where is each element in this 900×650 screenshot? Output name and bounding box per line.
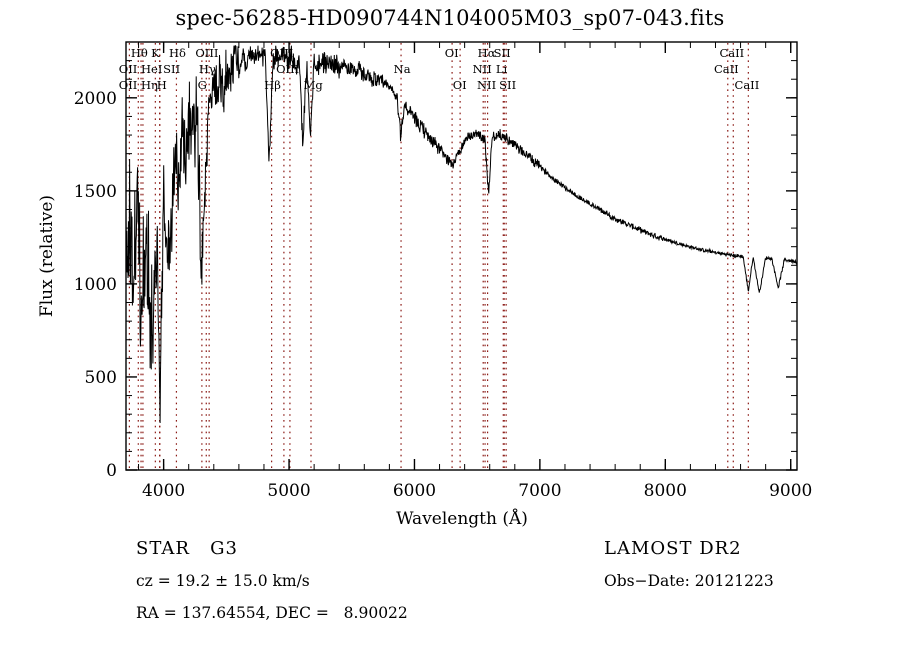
x-tick-label: 8000 xyxy=(644,481,687,501)
x-axis-label: Wavelength (Å) xyxy=(396,508,528,529)
x-tick-label: 5000 xyxy=(267,481,310,501)
x-tick-label: 9000 xyxy=(769,481,812,501)
observation-date: Obs−Date: 20121223 xyxy=(604,572,774,590)
spectrum-trace xyxy=(125,45,798,424)
spectral-line-label: OII xyxy=(119,62,138,76)
spectral-line-label: OIII xyxy=(276,62,299,76)
spectral-line-label: OI xyxy=(453,78,467,92)
y-tick-label: 2000 xyxy=(74,89,117,109)
x-tick-label: 7000 xyxy=(518,481,561,501)
spectral-line-label: SII xyxy=(163,62,180,76)
spectral-line-label: Hδ xyxy=(169,46,186,60)
spectral-line-label: Hβ xyxy=(264,78,281,92)
spectral-line-label: OIII xyxy=(195,46,218,60)
y-tick-label: 0 xyxy=(106,461,117,481)
spectral-line-label: CaII xyxy=(714,62,739,76)
survey-name: LAMOST DR2 xyxy=(604,538,742,559)
spectrum-trace-group xyxy=(125,45,798,424)
spectral-line-label: OII xyxy=(119,78,138,92)
y-tick-label: 1000 xyxy=(74,275,117,295)
spectral-line-label: K xyxy=(151,46,160,60)
redshift-velocity: cz = 19.2 ± 15.0 km/s xyxy=(136,572,310,590)
x-tick-label: 6000 xyxy=(393,481,436,501)
line-marker-group xyxy=(128,43,749,469)
spectral-line-label: Hθ xyxy=(131,46,148,60)
y-axis-label: Flux (relative) xyxy=(37,195,57,317)
object-type: STAR xyxy=(136,538,190,559)
spectral-line-label: Na xyxy=(394,62,411,76)
coordinates: RA = 137.64554, DEC = 8.90022 xyxy=(136,604,408,622)
spectral-line-label: CaII xyxy=(735,78,760,92)
spectral-line-label: HeI xyxy=(141,62,162,76)
spectral-line-label: Mg xyxy=(304,78,324,92)
spectral-line-label: SII xyxy=(499,78,516,92)
spectral-line-label: Li xyxy=(496,62,508,76)
spectral-line-label: OIII xyxy=(270,46,293,60)
spectral-line-label: H xyxy=(157,78,167,92)
plot-frame-group: 4000 5000 6000 7000 8000 9000 0 500 1000 1500 2000 xyxy=(74,41,812,501)
spectral-line-label: Hα xyxy=(478,46,496,60)
spectral-line-label: CaII xyxy=(719,46,744,60)
spectral-line-label: OI xyxy=(445,46,459,60)
spectral-line-label: Hη xyxy=(141,78,158,92)
spectral-line-label: NII xyxy=(473,62,492,76)
spectral-line-label: Hγ xyxy=(199,62,216,76)
y-tick-label: 1500 xyxy=(74,182,117,202)
spectral-class: G3 xyxy=(210,538,238,559)
y-tick-label: 500 xyxy=(85,368,117,388)
spectral-line-label: NII xyxy=(477,78,496,92)
x-tick-label: 4000 xyxy=(142,481,185,501)
spectral-line-label: G xyxy=(198,78,207,92)
spectral-line-label: SII xyxy=(494,46,511,60)
page-title: spec-56285-HD090744N104005M03_sp07-043.f… xyxy=(175,6,725,30)
object-type-and-class: STAR G3 xyxy=(136,538,238,559)
